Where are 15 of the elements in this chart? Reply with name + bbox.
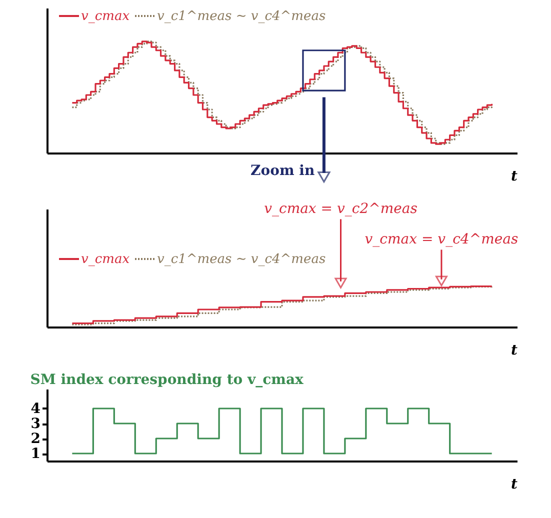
x-axis-title: t: [511, 476, 518, 492]
text: Zoom in: [250, 163, 315, 179]
legend-label: v_cmax: [81, 252, 130, 267]
x-axis-title: t: [511, 342, 518, 358]
y-tick-label: 4: [30, 401, 41, 417]
legend-label: v_c1^meas ∼ v_c4^meas: [157, 9, 326, 24]
chart-title: SM index corresponding to v_cmax: [30, 372, 304, 388]
x-axis-title: t: [511, 168, 518, 184]
y-tick-label: 1: [30, 446, 40, 462]
text: v_cmax = v_c4^meas: [364, 231, 518, 248]
y-tick-label: 3: [30, 416, 40, 432]
text: v_cmax = v_c2^meas: [264, 200, 418, 217]
legend-label: v_cmax: [81, 9, 130, 24]
legend-label: v_c1^meas ∼ v_c4^meas: [157, 252, 326, 267]
y-tick-label: 2: [30, 431, 40, 447]
